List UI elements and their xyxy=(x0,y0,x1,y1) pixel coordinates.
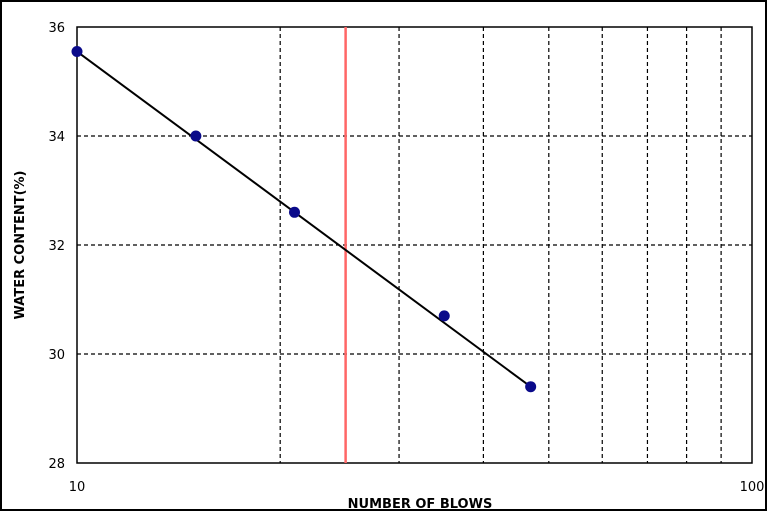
data-points xyxy=(71,46,537,393)
data-point xyxy=(288,206,300,218)
y-tick-label: 28 xyxy=(48,457,65,472)
fit-line-group xyxy=(76,50,532,388)
x-axis-title: NUMBER OF BLOWS xyxy=(348,497,493,512)
data-point xyxy=(71,46,83,58)
x-tick-labels: 10 100 xyxy=(69,480,765,495)
gridlines xyxy=(77,27,752,463)
x-tick-label: 10 xyxy=(69,480,86,495)
y-tick-label: 32 xyxy=(48,239,65,254)
data-point xyxy=(438,310,450,322)
data-point xyxy=(525,381,537,393)
y-tick-label: 36 xyxy=(48,21,65,36)
x-tick-label: 100 xyxy=(740,480,765,495)
y-axis-title: WATER CONTENT(%) xyxy=(13,171,28,320)
plot-area-frame xyxy=(76,26,753,464)
y-tick-labels: 28 30 32 34 36 xyxy=(48,21,65,472)
y-tick-label: 30 xyxy=(48,348,65,363)
data-point xyxy=(190,130,202,142)
trend-line xyxy=(76,50,532,388)
y-tick-label: 34 xyxy=(48,130,65,145)
